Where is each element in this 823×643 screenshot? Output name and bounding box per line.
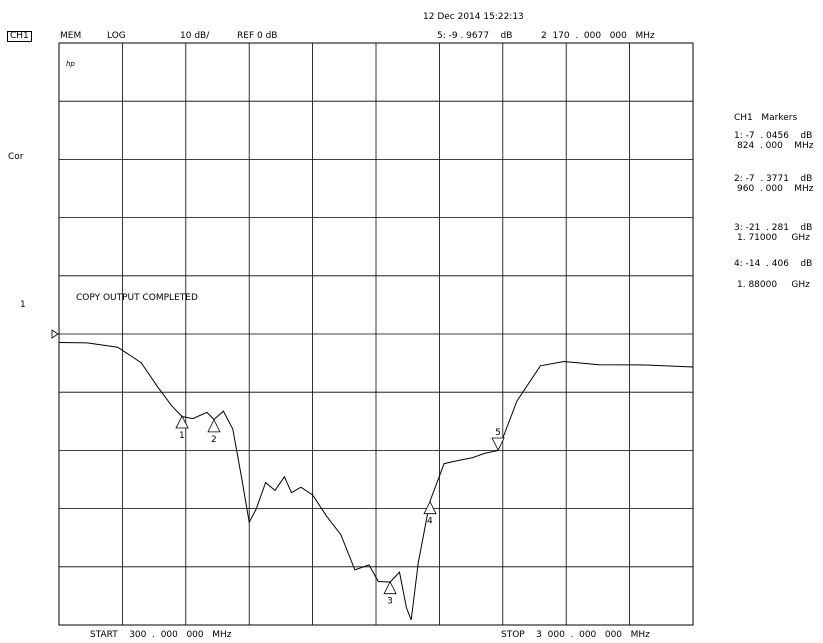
marker-1-triangle [175, 415, 189, 429]
mem-label: MEM [60, 31, 82, 41]
marker-3-label: 3 [387, 597, 393, 607]
reference-level-indicator [51, 329, 59, 339]
marker-5-label: 5 [495, 428, 501, 438]
start-frequency: START 300 . 000 000 MHz [90, 630, 232, 640]
marker-entry-1-value: 1: -7 . 0456 dB [734, 131, 813, 141]
marker-entry-2-value: 2: -7 . 3771 dB [734, 174, 813, 184]
marker-entry-2-frequency: 960 . 000 MHz [737, 184, 814, 194]
marker-2-label: 2 [211, 435, 217, 445]
active-marker-readout: 5: -9 . 9677 dB [437, 31, 513, 41]
reference-label: REF 0 dB [237, 31, 278, 41]
marker-5-triangle [491, 437, 505, 451]
marker-4-triangle [423, 500, 437, 515]
marker-entry-4-value: 4: -14 . 406 dB [734, 259, 813, 269]
hp-logo: hp [66, 60, 75, 68]
marker-entry-3-frequency: 1. 71000 GHz [737, 233, 810, 243]
scale-label: 10 dB/ [180, 31, 210, 41]
marker-1-label: 1 [179, 431, 185, 441]
channel-label: CH1 [7, 31, 32, 42]
markers-panel-title: CH1 Markers [734, 113, 798, 123]
marker-4-label: 4 [427, 517, 433, 527]
stop-frequency: STOP 3 000 . 000 000 MHz [501, 630, 650, 640]
format-label: LOG [107, 31, 126, 41]
active-marker-frequency: 2 170 . 000 000 MHz [541, 31, 655, 41]
status-message: COPY OUTPUT COMPLETED [76, 293, 198, 303]
correction-label: Cor [8, 152, 24, 162]
marker-2-triangle [207, 418, 221, 433]
marker-entry-4-frequency: 1. 88000 GHz [737, 280, 810, 290]
trace-line [58, 342, 694, 621]
marker-3-triangle [383, 580, 397, 595]
marker-entry-1-frequency: 824 . 000 MHz [737, 141, 814, 151]
datetime: 12 Dec 2014 15:22:13 [423, 12, 524, 22]
marker-entry-3-value: 3: -21 . 281 dB [734, 223, 813, 233]
reference-position-label: 1 [20, 300, 26, 310]
